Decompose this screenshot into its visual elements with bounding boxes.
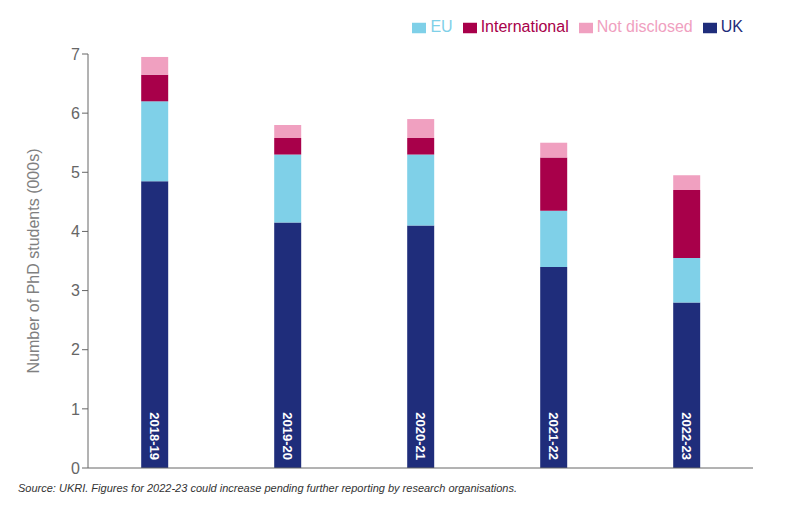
html-text:Source: UKRI. Figures for 2022: Source: UKRI. Figures for 2022-23 could … [18,482,517,494]
svg-text:3: 3 [71,282,80,299]
svg-text:0: 0 [71,460,80,477]
html-text:EU: EU [430,18,453,35]
svg-text:2018-19: 2018-19 [147,412,162,460]
svg-text:4: 4 [71,223,80,240]
svg-text:5: 5 [71,164,80,181]
svg-text:2022-23: 2022-23 [679,412,694,460]
svg-text:7: 7 [71,46,80,63]
html-text:International: International [480,18,569,35]
svg-text:1: 1 [71,401,80,418]
svg-text:Number of PhD students (000s): Number of PhD students (000s) [25,149,42,374]
svg-text:2: 2 [71,341,80,358]
svg-text:2019-20: 2019-20 [280,412,295,460]
html-text:Not disclosed: Not disclosed [596,18,693,35]
html-text:UK: UK [720,18,743,35]
svg-text:6: 6 [71,105,80,122]
svg-text:2020-21: 2020-21 [413,412,428,460]
svg-text:2021-22: 2021-22 [546,412,561,460]
